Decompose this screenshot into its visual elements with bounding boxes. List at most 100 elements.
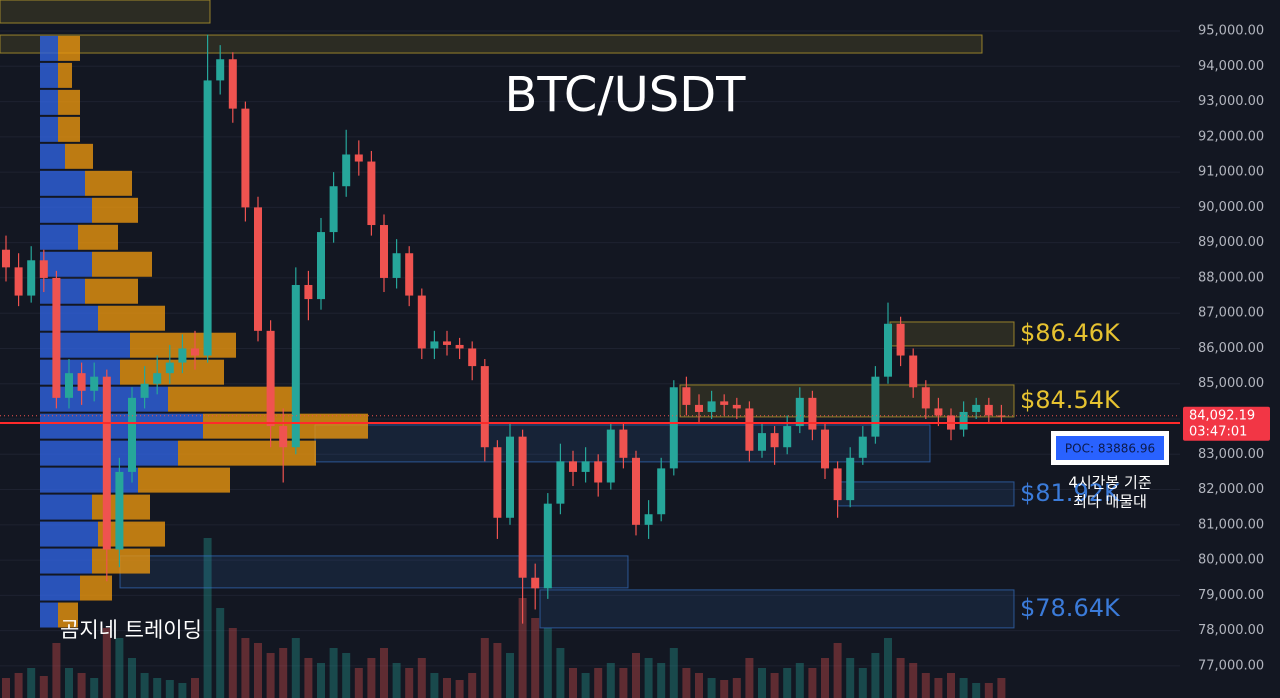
volume-bar [317, 663, 325, 698]
y-tick-label: 93,000.00 [1198, 94, 1264, 109]
y-tick-label: 82,000.00 [1198, 482, 1264, 497]
candle-body [732, 404, 741, 409]
volume-bar [543, 628, 552, 698]
price-zone [889, 321, 1015, 347]
candle-body [480, 366, 489, 448]
profile-up [40, 548, 92, 574]
profile-up [40, 251, 92, 277]
volume-bar [783, 668, 792, 698]
profile-down [85, 170, 132, 196]
volume-bar [241, 638, 250, 698]
volume-bar [682, 668, 691, 698]
volume-bar [997, 678, 1006, 698]
volume-bar [165, 680, 174, 698]
volume-bar [367, 658, 376, 698]
y-tick-label: 88,000.00 [1198, 270, 1264, 285]
volume-bar [329, 648, 338, 698]
volume-bar [745, 658, 754, 698]
volume-bar [644, 658, 653, 698]
candle-body [644, 514, 653, 525]
candle-body [354, 154, 363, 162]
volume-bar [493, 643, 502, 698]
candle-body [972, 404, 981, 412]
candle-body [342, 154, 351, 187]
y-tick-label: 95,000.00 [1198, 24, 1264, 39]
profile-up [40, 602, 58, 628]
volume-bar [228, 628, 237, 698]
volume-bar [153, 678, 162, 698]
poc-label: POC: 83886.96 [1065, 442, 1155, 456]
volume-bar [632, 653, 640, 698]
candle-body [581, 461, 590, 472]
candle-body [543, 503, 552, 589]
candle-body [518, 436, 527, 578]
zone-label: $86.46K [1020, 319, 1121, 347]
y-tick-label: 86,000.00 [1198, 341, 1264, 356]
annotation: 4시간봉 기준 [1068, 474, 1152, 492]
candle-body [90, 376, 99, 391]
volume-bar [846, 658, 855, 698]
candle-body [468, 348, 477, 367]
volume-bar [254, 643, 262, 698]
candle-body [443, 341, 451, 345]
candle-body [27, 260, 36, 296]
candle-body [153, 373, 162, 384]
y-tick-label: 91,000.00 [1198, 165, 1264, 180]
candle-body [783, 426, 792, 448]
profile-up [40, 116, 58, 142]
volume-bar [2, 678, 10, 698]
volume-bar [115, 638, 124, 698]
candle-body [745, 408, 754, 451]
volume-bar [808, 668, 817, 698]
candle-body [695, 404, 703, 412]
profile-up [40, 521, 98, 547]
candle-body [304, 284, 313, 300]
candle-body [317, 232, 325, 300]
volume-bar [858, 668, 867, 698]
profile-up [40, 35, 58, 61]
candle-body [846, 457, 855, 501]
candle-body [392, 253, 401, 278]
candle-body [203, 80, 212, 356]
candle-body [279, 426, 288, 448]
candle-body [569, 461, 577, 472]
y-tick-label: 85,000.00 [1198, 376, 1264, 391]
profile-down [92, 197, 138, 223]
volume-bar [77, 673, 86, 698]
candle-body [191, 348, 199, 356]
volume-bar [556, 648, 565, 698]
y-tick-label: 90,000.00 [1198, 200, 1264, 215]
candle-body [770, 433, 779, 448]
volume-bar [531, 618, 540, 698]
candle-body [430, 341, 439, 349]
candle-body [795, 397, 804, 427]
volume-bar [984, 683, 993, 698]
y-tick-label: 92,000.00 [1198, 129, 1264, 144]
candle-body [959, 411, 968, 430]
volume-bar [216, 608, 225, 698]
candle-body [367, 161, 376, 226]
volume-bar [581, 673, 590, 698]
candle-body [140, 383, 149, 398]
volume-bar [266, 653, 275, 698]
chart-title: BTC/USDT [504, 67, 746, 123]
candle-body [52, 277, 61, 398]
price-zone [0, 0, 211, 24]
watermark: 곰지네 트레이딩 [60, 618, 202, 642]
profile-up [40, 494, 92, 520]
candle-body [997, 415, 1006, 417]
y-tick-label: 94,000.00 [1198, 59, 1264, 74]
volume-bar [380, 648, 388, 698]
candle-body [657, 468, 666, 515]
candle-body [165, 362, 174, 374]
profile-up [40, 143, 65, 169]
y-tick-label: 81,000.00 [1198, 517, 1264, 532]
candle-body [896, 323, 905, 356]
candle-body [909, 355, 918, 388]
profile-down [98, 305, 165, 331]
volume-bar [90, 678, 99, 698]
candle-body [417, 295, 426, 349]
volume-bar [619, 668, 628, 698]
volume-bar [921, 673, 930, 698]
candle-body [833, 468, 842, 501]
